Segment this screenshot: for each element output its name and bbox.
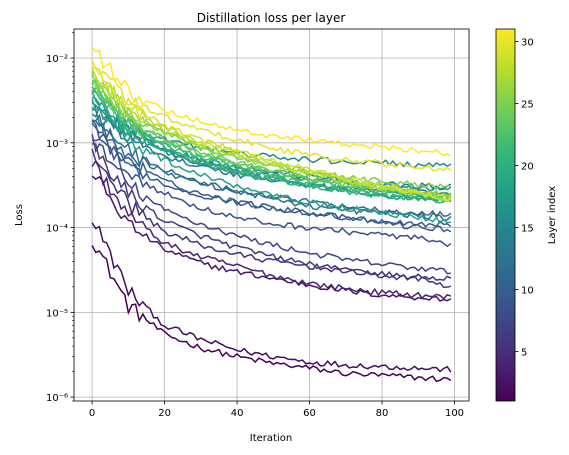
chart-title: Distillation loss per layer xyxy=(197,11,346,25)
x-tick-label: 80 xyxy=(376,408,389,419)
y-axis-ticks: 10⁻⁶ 10⁻⁵ 10⁻⁴ 10⁻³ 10⁻² xyxy=(46,32,74,404)
series-line-layer-31 xyxy=(91,46,452,157)
x-tick-label: 20 xyxy=(158,408,171,419)
series-line-layer-12 xyxy=(91,113,452,222)
x-tick-label: 100 xyxy=(445,408,464,419)
series-line-layer-20 xyxy=(91,86,452,204)
colorbar-frame xyxy=(495,28,516,402)
colorbar-tick-label: 5 xyxy=(521,347,527,358)
series-line-layer-29 xyxy=(92,66,452,202)
colorbar-tick-label: 30 xyxy=(521,37,534,48)
series-line-layer-8 xyxy=(91,138,452,248)
colorbar-tick-label: 20 xyxy=(521,161,534,172)
plot-frame xyxy=(73,28,470,402)
series-line-layer-5 xyxy=(91,148,452,282)
series-line-layer-19 xyxy=(91,90,452,203)
x-tick-label: 40 xyxy=(231,408,244,419)
series-line-layer-4 xyxy=(91,159,452,300)
series-line-layer-18 xyxy=(91,98,452,224)
colorbar-tick-label: 25 xyxy=(521,99,534,110)
y-tick-label: 10⁻⁵ xyxy=(46,308,68,319)
x-tick-label: 0 xyxy=(89,408,95,419)
colorbar-label: Layer index xyxy=(547,186,558,245)
y-tick-label: 10⁻³ xyxy=(46,139,68,150)
colorbar-tick-label: 15 xyxy=(521,223,534,234)
series-line-layer-22 xyxy=(91,89,452,201)
series-line-layer-30 xyxy=(91,60,452,172)
series-line-layer-9 xyxy=(91,119,452,233)
x-axis-ticks: 0 20 40 60 80 100 xyxy=(89,401,464,419)
y-tick-label: 10⁻⁶ xyxy=(46,393,68,404)
x-tick-label: 60 xyxy=(303,408,316,419)
series-line-layer-2 xyxy=(91,222,452,373)
y-tick-label: 10⁻² xyxy=(46,54,68,65)
grid xyxy=(74,29,469,401)
series-line-layer-6 xyxy=(92,143,452,288)
series-line-layer-1 xyxy=(91,245,452,383)
series-line-layer-28 xyxy=(91,67,452,203)
colorbar-tick-label: 10 xyxy=(521,285,534,296)
colorbar-ticks: 5 10 15 20 25 30 xyxy=(515,37,534,358)
colorbar-gradient xyxy=(496,29,515,401)
series-line-layer-10 xyxy=(91,122,452,228)
y-axis-label: Loss xyxy=(14,204,25,226)
x-axis-label: Iteration xyxy=(250,433,292,444)
series-line-layer-7 xyxy=(91,134,451,275)
series-lines xyxy=(91,46,452,383)
y-tick-label: 10⁻⁴ xyxy=(46,224,68,235)
series-line-layer-3 xyxy=(91,175,452,302)
